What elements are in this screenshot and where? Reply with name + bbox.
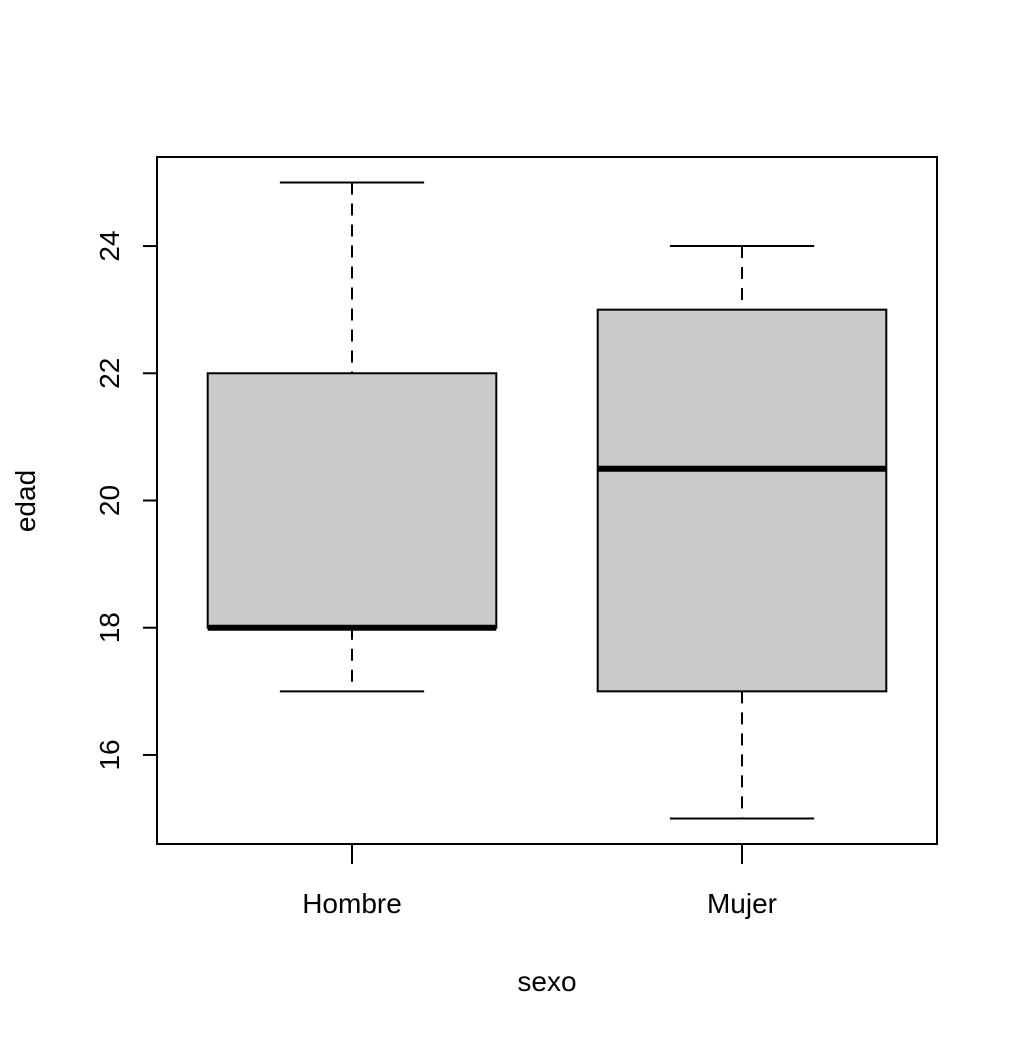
x-tick-label: Hombre <box>302 888 402 919</box>
y-tick-label: 18 <box>94 612 125 643</box>
iqr-box <box>596 308 888 693</box>
y-tick-label: 16 <box>94 739 125 770</box>
x-axis-title: sexo <box>517 966 576 997</box>
iqr-box <box>206 372 498 629</box>
x-axis: Hombre Mujer <box>302 844 777 919</box>
y-axis: 16 18 20 22 24 <box>94 230 157 771</box>
x-tick-label: Mujer <box>707 888 777 919</box>
y-tick-label: 20 <box>94 485 125 516</box>
y-axis-title: edad <box>10 470 41 532</box>
box-series <box>206 181 888 820</box>
y-tick-label: 24 <box>94 230 125 261</box>
y-tick-label: 22 <box>94 358 125 389</box>
